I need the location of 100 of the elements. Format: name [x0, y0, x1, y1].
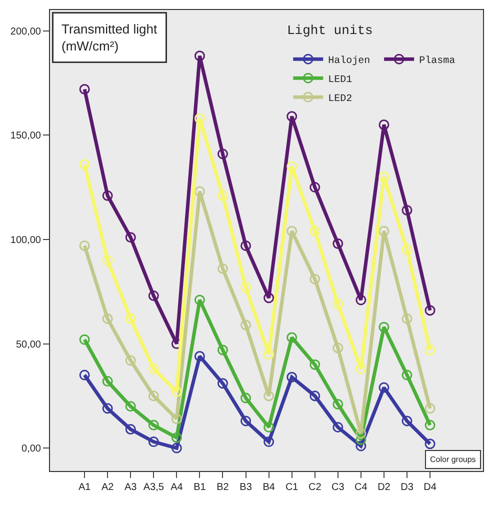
point [79, 370, 90, 380]
annotation: Color groups [430, 455, 476, 464]
legend-label: LED1 [328, 74, 352, 86]
point [102, 255, 113, 266]
point [424, 305, 436, 316]
point [217, 148, 228, 160]
point [310, 226, 320, 236]
point [378, 382, 390, 393]
x-tick-label: A4 [170, 482, 184, 493]
point [356, 364, 366, 374]
point [217, 378, 228, 389]
point [148, 436, 159, 448]
point [378, 172, 390, 182]
point [79, 159, 90, 170]
point [264, 436, 274, 448]
point [286, 161, 298, 172]
point [332, 298, 344, 310]
point [148, 290, 159, 302]
point [125, 355, 136, 366]
point [356, 294, 366, 306]
point [378, 322, 390, 332]
point [194, 186, 205, 197]
point [171, 386, 182, 397]
x-tick-label: D4 [424, 482, 437, 493]
x-tick-label: D3 [400, 482, 414, 493]
point [125, 232, 136, 243]
point [424, 438, 436, 450]
point [310, 390, 320, 402]
point [402, 244, 412, 256]
point [194, 50, 205, 62]
point [79, 240, 90, 251]
x-tick-label: D2 [378, 482, 391, 493]
x-tick-label: C4 [354, 482, 368, 493]
point [102, 313, 113, 324]
point [194, 294, 205, 306]
point [332, 422, 344, 432]
point [356, 434, 366, 445]
point [171, 442, 182, 454]
point [171, 432, 182, 443]
point [194, 113, 205, 124]
point [424, 403, 436, 414]
point [286, 111, 298, 122]
point [378, 226, 390, 236]
point [332, 399, 344, 410]
y-tick-label: 200,00 [10, 26, 42, 38]
point [240, 240, 252, 251]
point [79, 334, 90, 345]
point [356, 428, 366, 439]
point [378, 119, 390, 130]
point [332, 342, 344, 354]
point [217, 344, 228, 356]
point [102, 403, 113, 414]
point [264, 390, 274, 402]
y-tick-label: 150,00 [10, 130, 42, 142]
point [240, 320, 252, 330]
x-tick-label: A2 [101, 482, 114, 493]
point [240, 392, 252, 404]
x-tick-label: A3 [124, 482, 138, 493]
point [286, 372, 298, 382]
legend-label: Halojen [328, 54, 370, 67]
point [217, 263, 228, 274]
point [194, 351, 205, 362]
point [310, 274, 320, 284]
x-tick-label: B2 [216, 482, 230, 493]
legend-label: Plasma [419, 54, 456, 67]
point [102, 376, 113, 387]
point [171, 414, 182, 424]
point [148, 364, 159, 374]
point [125, 424, 136, 435]
point [310, 359, 320, 370]
point [424, 420, 436, 430]
point [217, 190, 228, 201]
point [402, 416, 412, 426]
point [402, 370, 412, 380]
point [125, 401, 136, 412]
point [310, 182, 320, 193]
x-tick-label: B1 [194, 482, 206, 493]
point [424, 344, 436, 356]
x-tick-label: B4 [262, 482, 276, 493]
point [240, 416, 252, 426]
point [264, 292, 274, 304]
point [286, 226, 298, 236]
x-tick-label: A1 [78, 482, 92, 493]
x-tick-label: C1 [285, 482, 299, 493]
point [102, 190, 113, 201]
point [402, 205, 412, 216]
point [148, 390, 159, 402]
point [125, 313, 136, 324]
x-tick-label: B3 [240, 482, 252, 493]
legend-title: Light units [287, 23, 373, 38]
y-axis-title: Transmitted light (mW/cm²) [62, 22, 158, 54]
y-tick-label: 100,00 [10, 234, 42, 246]
point [79, 84, 90, 95]
y-tick-label: 50,00 [16, 339, 42, 350]
x-tick-label: C3 [332, 482, 345, 493]
legend-label: LED2 [328, 94, 352, 105]
point [240, 282, 252, 293]
point [264, 348, 274, 360]
point [286, 332, 298, 343]
point [402, 313, 412, 324]
